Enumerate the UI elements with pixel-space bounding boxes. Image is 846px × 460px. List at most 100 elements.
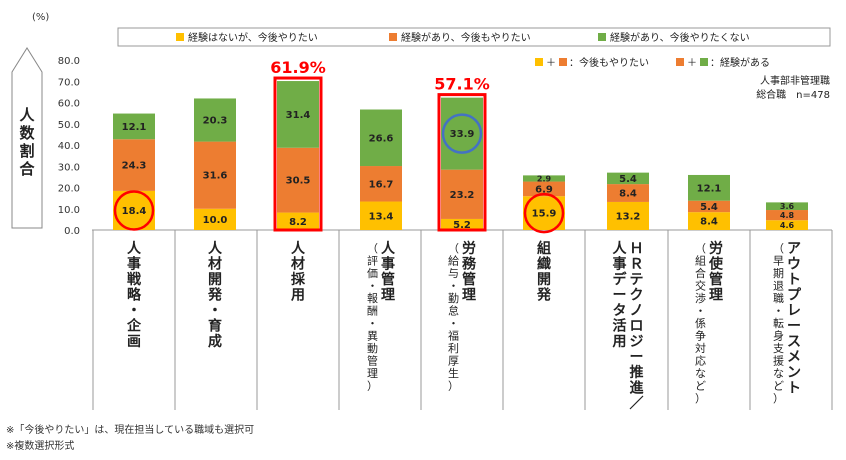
category-label-char: 労 — [462, 240, 476, 257]
category-label-char: （ — [773, 242, 784, 255]
category-label-char: 援 — [773, 353, 784, 367]
category-label-char: 人 — [613, 240, 628, 257]
bar-value-label: 15.9 — [532, 209, 557, 220]
bar-value-label: 24.3 — [122, 161, 147, 172]
bar-value-label: 13.4 — [369, 211, 394, 222]
category-label-char: な — [695, 367, 706, 380]
y-tick-label: 30.0 — [58, 162, 80, 173]
bar-value-label: 13.2 — [616, 211, 641, 222]
category-label-char: プ — [787, 287, 802, 303]
bar-segment — [194, 98, 236, 142]
bar-segment — [360, 109, 402, 167]
bar-segment — [360, 201, 402, 230]
bar-segment — [277, 147, 319, 213]
y-axis-title-char: 合 — [18, 160, 35, 178]
category-label-char: ー — [613, 287, 627, 303]
category-label-char: ・ — [367, 279, 378, 292]
category-label-char: ・ — [448, 317, 459, 330]
category-label-char: 異 — [367, 329, 378, 342]
category-label-char: 渉 — [695, 291, 706, 305]
y-tick-label: 0.0 — [64, 226, 80, 237]
bar-value-label: 18.4 — [122, 206, 147, 217]
key-legend-label: ：今後もやりたい — [569, 56, 649, 69]
bar-value-label: 31.4 — [286, 110, 311, 121]
category-label-char: ・ — [127, 303, 141, 319]
category-label-char: 職 — [773, 292, 784, 305]
category-label-char: 交 — [695, 278, 706, 292]
category-label-char: 支 — [773, 342, 784, 355]
category-label-char: 用 — [613, 334, 627, 350]
category-label-char: ク — [630, 287, 644, 303]
category-label-char: ン — [787, 365, 801, 381]
y-tick-label: 70.0 — [58, 77, 80, 88]
category-label-char: ・ — [695, 304, 706, 317]
category-label-char: （ — [695, 242, 706, 255]
bar-segment — [766, 210, 808, 221]
category-label-char: 期 — [773, 267, 784, 280]
bar-segment — [523, 181, 565, 197]
category-label-char: ー — [630, 349, 644, 365]
category-label-char: 生 — [448, 366, 459, 380]
bar-segment — [766, 202, 808, 211]
category-label-char: 事 — [381, 255, 395, 272]
key-swatch — [700, 58, 708, 66]
category-label-char: 管 — [367, 353, 378, 367]
bar-value-label: 12.1 — [697, 183, 722, 194]
category-label-char: テ — [630, 272, 644, 288]
bar-value-label: 12.1 — [122, 122, 147, 133]
category-label-char: ア — [787, 241, 801, 257]
sample-note: 人事部非管理職 — [760, 74, 830, 87]
category-label-char: 合 — [695, 266, 706, 280]
category-label-char: ） — [695, 392, 706, 405]
y-axis-title-char: 人 — [19, 106, 35, 124]
legend-label: 経験があり、今後やりたくない — [610, 31, 750, 44]
category-label-char: ・ — [773, 304, 784, 317]
highlight-box — [437, 93, 487, 232]
category-label-char: 開 — [537, 272, 551, 288]
category-label-char: 応 — [695, 353, 706, 367]
highlight-circle — [441, 113, 483, 154]
bar-segment — [766, 220, 808, 230]
footnote-1: ※「今後やりたい」は、現在担当している職域も選択可 — [6, 425, 255, 436]
category-label-char: 成 — [208, 333, 222, 350]
y-tick-label: 60.0 — [58, 99, 80, 110]
category-label-char: ・ — [367, 317, 378, 330]
category-label-char: タ — [613, 303, 627, 319]
bar-segment — [441, 97, 483, 170]
bar-value-label: 5.4 — [700, 202, 718, 213]
category-label-char: ど — [695, 379, 706, 392]
highlight-box — [273, 76, 323, 232]
bar-segment — [441, 218, 483, 230]
category-label-char: 理 — [462, 287, 476, 303]
bar-value-label: 4.6 — [780, 221, 795, 230]
unit-label: (%) — [32, 12, 49, 23]
category-label-char: 推 — [630, 364, 644, 381]
bar-segment — [441, 169, 483, 219]
category-label-char: 務 — [462, 255, 477, 272]
category-label-char: 評 — [367, 253, 378, 267]
category-label-char: 採 — [291, 271, 306, 288]
bar-value-label: 8.2 — [289, 217, 307, 228]
category-label-char: 材 — [208, 255, 222, 272]
category-label-char: 怠 — [448, 303, 459, 317]
bar-value-label: 3.6 — [780, 202, 795, 211]
category-label-char: 早 — [773, 254, 784, 267]
category-label-char: ロ — [630, 318, 644, 334]
category-label-char: デ — [613, 271, 628, 288]
category-label-char: 理 — [367, 367, 378, 380]
legend-label: 経験があり、今後もやりたい — [401, 31, 531, 44]
category-label-char: 福 — [448, 328, 459, 342]
category-label-char: ・ — [448, 279, 459, 292]
category-label-char: 人 — [381, 240, 396, 257]
legend-swatch — [389, 33, 397, 41]
category-label-char: 管 — [709, 271, 723, 288]
category-label-char: 織 — [537, 255, 551, 272]
category-label-char: Ｈ — [630, 241, 644, 257]
y-tick-label: 10.0 — [58, 205, 80, 216]
highlight-circle — [113, 190, 155, 231]
category-label-char: ど — [773, 379, 784, 392]
y-axis-title-char: 割 — [19, 142, 34, 160]
category-label-char: 厚 — [448, 354, 459, 367]
y-axis-arrow — [11, 47, 43, 229]
